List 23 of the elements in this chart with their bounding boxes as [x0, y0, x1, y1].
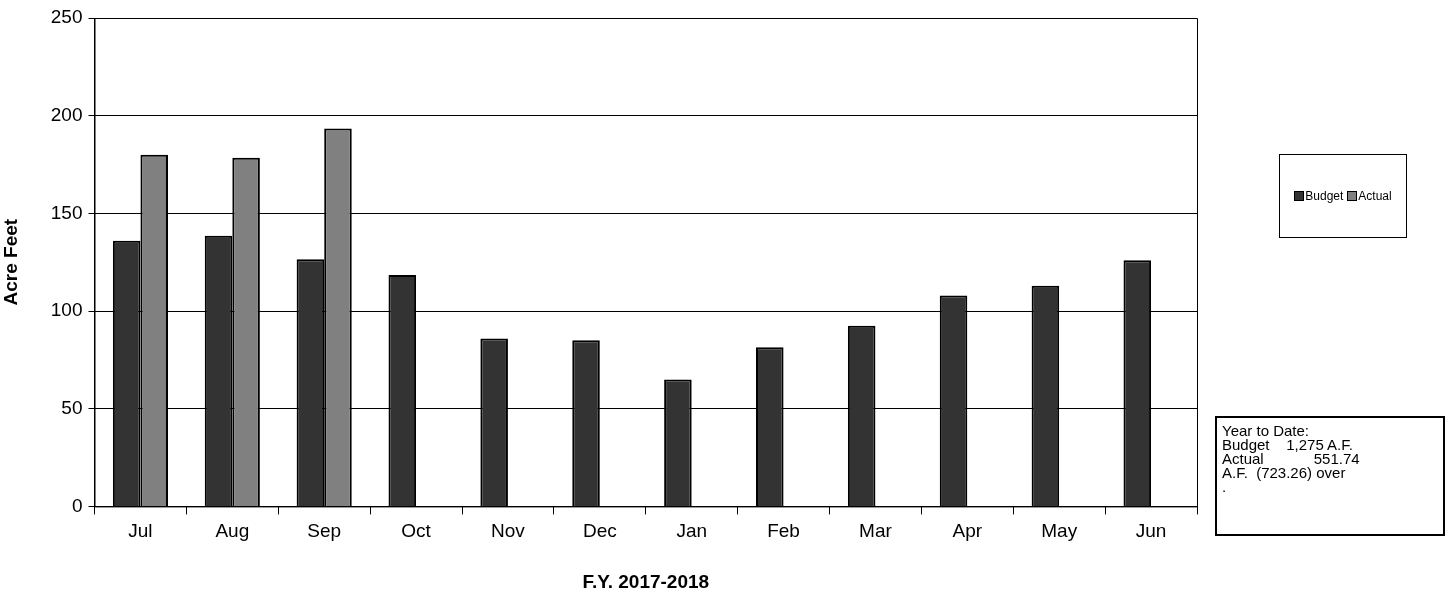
- y-tick-label: 250: [50, 6, 83, 28]
- x-tick-label: Oct: [401, 520, 432, 542]
- y-tick-label: 150: [50, 201, 83, 223]
- x-tick-label: Dec: [582, 520, 617, 542]
- x-tick-label: Jun: [1135, 520, 1167, 542]
- x-tick-label: Jan: [676, 520, 708, 542]
- y-tick-label: 100: [50, 299, 83, 321]
- x-tick-label: Mar: [859, 520, 893, 542]
- text: Year to Date: Budget 1,275 A.F. Actual 551.74 A.F. (723.26) over .: [1222, 422, 1361, 495]
- x-tick-label: Nov: [491, 520, 526, 542]
- y-axis-title: Acre Feet: [0, 218, 21, 306]
- x-tick-label: Jul: [128, 520, 153, 542]
- y-tick-label: 200: [50, 103, 83, 125]
- x-axis-title: F.Y. 2017-2018: [582, 570, 710, 592]
- legend-label: Actual: [1358, 189, 1392, 203]
- x-tick-label: May: [1041, 520, 1078, 542]
- x-tick-label: Aug: [215, 520, 250, 542]
- x-tick-label: Sep: [307, 520, 342, 542]
- y-tick-label: 0: [71, 494, 83, 516]
- x-tick-label: Apr: [952, 520, 983, 542]
- x-tick-label: Feb: [767, 520, 800, 542]
- y-tick-label: 50: [61, 396, 83, 418]
- legend-label: Budget: [1305, 189, 1344, 203]
